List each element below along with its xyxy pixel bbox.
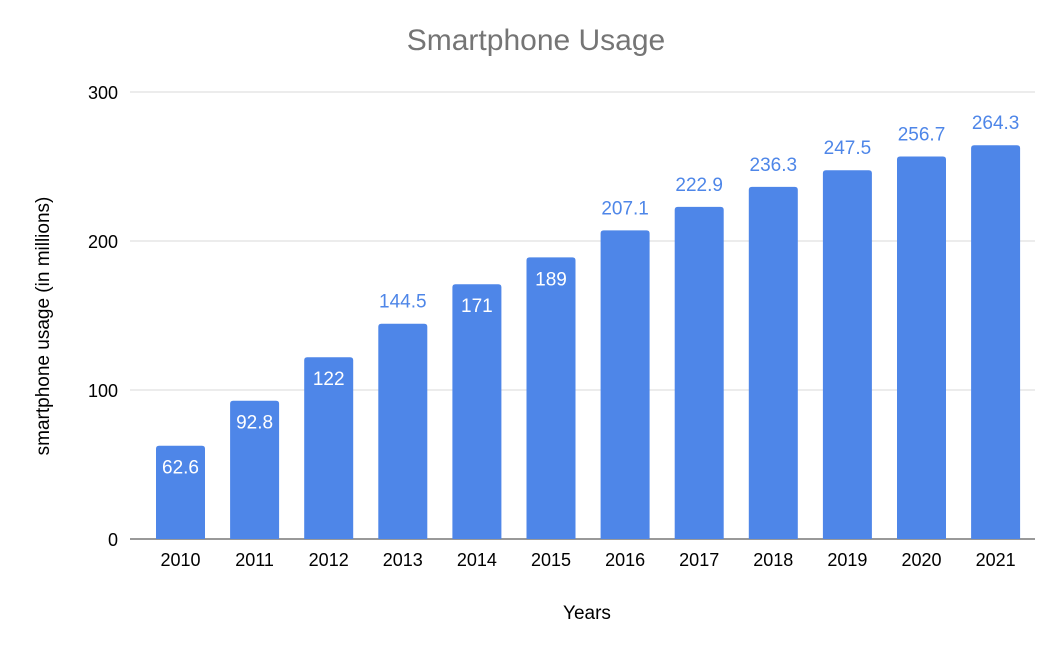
data-label: 236.3	[750, 155, 798, 176]
data-label: 122	[313, 369, 345, 390]
bar-2021	[971, 145, 1021, 539]
y-tick-label: 200	[88, 232, 118, 252]
x-tick-label: 2020	[901, 550, 941, 570]
data-label: 144.5	[379, 292, 427, 313]
data-label: 264.3	[972, 113, 1020, 134]
bar-2014	[452, 284, 502, 539]
data-label: 222.9	[675, 175, 723, 196]
x-tick-label: 2014	[457, 550, 497, 570]
bar-2011	[230, 400, 280, 539]
data-label: 171	[461, 296, 493, 317]
data-label: 92.8	[236, 413, 273, 434]
x-tick-label: 2019	[827, 550, 867, 570]
x-tick-label: 2011	[235, 550, 274, 570]
x-tick-label: 2013	[383, 550, 423, 570]
bar-2018	[748, 186, 798, 539]
data-label: 207.1	[601, 198, 649, 219]
bar-2016	[600, 230, 650, 539]
x-tick-label: 2021	[976, 550, 1016, 570]
y-tick-label: 300	[88, 83, 118, 103]
x-tick-label: 2012	[309, 550, 349, 570]
bar-2019	[822, 170, 872, 539]
bar-2020	[897, 156, 946, 539]
x-tick-label: 2018	[753, 550, 793, 570]
data-label: 62.6	[162, 458, 199, 479]
x-tick-label: 2016	[605, 550, 645, 570]
x-tick-label: 2010	[160, 550, 200, 570]
chart-title: Smartphone Usage	[407, 24, 666, 57]
y-tick-label: 0	[108, 530, 118, 550]
bar-2017	[674, 206, 724, 539]
x-axis-label: Years	[563, 603, 611, 624]
bar-2013	[378, 323, 428, 539]
data-label: 247.5	[824, 138, 872, 159]
y-axis-label: smartphone usage (in millions)	[33, 197, 54, 456]
data-label: 189	[535, 269, 567, 290]
x-tick-label: 2017	[679, 550, 719, 570]
bar-2010	[156, 445, 205, 539]
bar-2012	[304, 357, 354, 539]
x-tick-label: 2015	[531, 550, 571, 570]
y-tick-label: 100	[88, 381, 118, 401]
data-label: 256.7	[898, 125, 946, 146]
bar-2015	[526, 257, 576, 539]
